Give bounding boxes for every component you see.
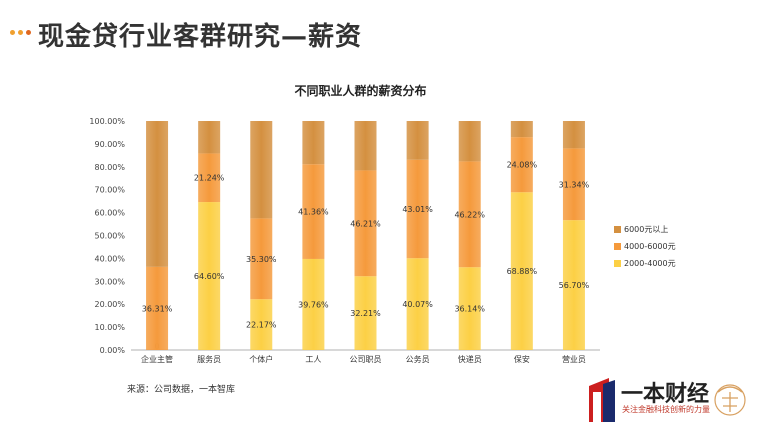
bullet-dot bbox=[18, 30, 23, 35]
bar-segment bbox=[562, 148, 585, 221]
legend-swatch bbox=[614, 243, 621, 250]
bar-segment bbox=[250, 299, 273, 350]
data-label: 32.21% bbox=[350, 309, 381, 318]
bar-segment bbox=[354, 170, 377, 277]
x-tick-label: 企业主管 bbox=[141, 354, 173, 364]
bar-segment bbox=[406, 159, 429, 259]
data-label: 56.70% bbox=[559, 281, 590, 290]
brand-logo: 一本财经 关注金融科技创新的力量 bbox=[589, 376, 759, 424]
bar-segment bbox=[198, 121, 221, 154]
bar-segment bbox=[250, 121, 273, 219]
bar-segment bbox=[302, 258, 325, 350]
data-label: 36.31% bbox=[142, 304, 173, 313]
data-label: 35.30% bbox=[246, 255, 277, 264]
legend-label: 2000-4000元 bbox=[624, 259, 676, 268]
y-tick-label: 0.00% bbox=[100, 346, 126, 355]
bar-segment bbox=[458, 267, 481, 350]
data-label: 40.07% bbox=[402, 300, 433, 309]
data-label: 36.14% bbox=[454, 305, 485, 314]
bar-segment bbox=[198, 153, 221, 203]
bar-segment bbox=[146, 121, 169, 267]
bar-segment bbox=[354, 121, 377, 171]
data-label: 46.21% bbox=[350, 219, 381, 228]
bar-segment bbox=[510, 192, 533, 350]
source-note: 来源：公司数据，一本智库 bbox=[127, 385, 236, 395]
brand-mark-icon bbox=[589, 378, 615, 422]
bar-segment bbox=[354, 276, 377, 350]
bar-segment bbox=[146, 266, 169, 350]
data-label: 24.08% bbox=[507, 161, 538, 170]
bar-segment bbox=[302, 121, 325, 165]
bar-segment bbox=[510, 121, 533, 138]
bar-segment bbox=[302, 164, 325, 259]
data-label: 68.88% bbox=[507, 267, 538, 276]
chart-title: 不同职业人群的薪资分布 bbox=[294, 83, 426, 98]
page-title: 现金贷行业客群研究—薪资 bbox=[38, 22, 363, 52]
x-tick-label: 个体户 bbox=[249, 354, 273, 364]
bar-segment bbox=[198, 202, 221, 350]
bar-segment bbox=[406, 258, 429, 350]
y-tick-label: 60.00% bbox=[94, 209, 125, 218]
y-tick-label: 50.00% bbox=[94, 232, 125, 241]
y-tick-label: 70.00% bbox=[94, 186, 125, 195]
y-tick-label: 10.00% bbox=[94, 323, 125, 332]
brand-name: 一本财经 bbox=[621, 382, 710, 407]
x-tick-label: 工人 bbox=[305, 355, 321, 364]
y-tick-label: 80.00% bbox=[94, 163, 125, 172]
bar-segment bbox=[510, 137, 533, 193]
legend-swatch bbox=[614, 226, 621, 233]
x-tick-label: 公务员 bbox=[406, 354, 430, 364]
data-label: 41.36% bbox=[298, 208, 329, 217]
bar-segment bbox=[458, 121, 481, 162]
data-label: 22.17% bbox=[246, 321, 277, 330]
data-label: 64.60% bbox=[194, 272, 225, 281]
legend-label: 4000-6000元 bbox=[624, 242, 676, 251]
y-tick-label: 20.00% bbox=[94, 300, 125, 309]
legend-label: 6000元以上 bbox=[624, 225, 668, 234]
x-tick-label: 保安 bbox=[514, 354, 530, 364]
y-tick-label: 90.00% bbox=[94, 140, 125, 149]
bullet-dot bbox=[10, 30, 15, 35]
y-tick-label: 40.00% bbox=[94, 254, 125, 263]
y-tick-label: 100.00% bbox=[89, 117, 125, 126]
x-tick-label: 服务员 bbox=[197, 354, 221, 364]
data-label: 31.34% bbox=[559, 180, 590, 189]
bar-segment bbox=[406, 121, 429, 160]
bar-segment bbox=[250, 218, 273, 300]
seal-stamp-icon bbox=[714, 384, 746, 416]
data-label: 43.01% bbox=[402, 205, 433, 214]
bullet-dot bbox=[26, 30, 31, 35]
legend-swatch bbox=[614, 260, 621, 267]
x-tick-label: 公司职员 bbox=[350, 355, 382, 364]
bar-segment bbox=[562, 121, 585, 149]
x-tick-label: 营业员 bbox=[562, 354, 586, 364]
title-bullet-dots bbox=[10, 30, 31, 35]
brand-tagline: 关注金融科技创新的力量 bbox=[622, 405, 710, 414]
x-tick-label: 快递员 bbox=[458, 354, 482, 364]
data-label: 21.24% bbox=[194, 174, 225, 183]
bar-segment bbox=[562, 220, 585, 350]
y-tick-label: 30.00% bbox=[94, 277, 125, 286]
data-label: 39.76% bbox=[298, 300, 329, 309]
data-label: 46.22% bbox=[454, 210, 485, 219]
bar-segment bbox=[458, 161, 481, 268]
